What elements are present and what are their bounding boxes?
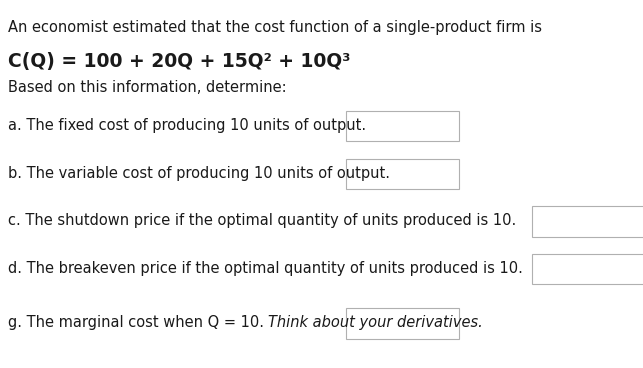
- Text: b. The variable cost of producing 10 units of output.: b. The variable cost of producing 10 uni…: [8, 166, 390, 181]
- Text: Based on this information, determine:: Based on this information, determine:: [8, 80, 286, 95]
- Text: C(Q) = 100 + 20Q + 15Q² + 10Q³: C(Q) = 100 + 20Q + 15Q² + 10Q³: [8, 52, 350, 71]
- Text: d. The breakeven price if the optimal quantity of units produced is 10.: d. The breakeven price if the optimal qu…: [8, 261, 523, 276]
- Text: a. The fixed cost of producing 10 units of output.: a. The fixed cost of producing 10 units …: [8, 118, 366, 133]
- Text: Think about your derivatives.: Think about your derivatives.: [268, 315, 483, 330]
- Text: An economist estimated that the cost function of a single-product firm is: An economist estimated that the cost fun…: [8, 20, 541, 35]
- Bar: [532, 254, 643, 284]
- Text: c. The shutdown price if the optimal quantity of units produced is 10.: c. The shutdown price if the optimal qua…: [8, 213, 516, 229]
- Bar: [346, 111, 459, 141]
- Bar: [346, 308, 459, 339]
- Bar: [532, 206, 643, 237]
- Text: g. The marginal cost when Q = 10.: g. The marginal cost when Q = 10.: [8, 315, 268, 330]
- Bar: [346, 159, 459, 189]
